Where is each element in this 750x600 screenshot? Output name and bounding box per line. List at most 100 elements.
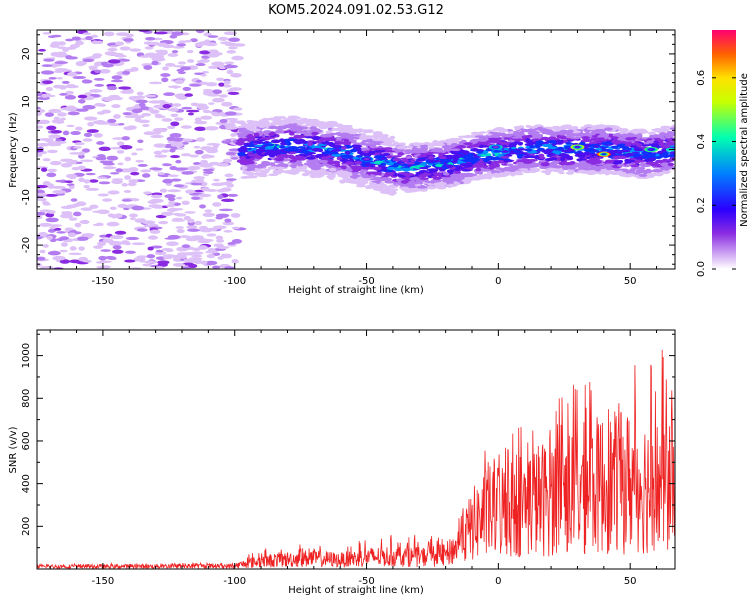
heatmap-cell [596, 171, 606, 175]
heatmap-cell [514, 127, 521, 131]
heatmap-cell [560, 149, 572, 153]
heatmap-cell [213, 243, 224, 248]
heatmap-cell [103, 166, 117, 170]
heatmap-cell [74, 142, 85, 146]
heatmap-cell [579, 165, 590, 169]
heatmap-cell [403, 149, 415, 153]
colorbar-tick-label: 0.4 [696, 134, 707, 150]
heatmap-cell [98, 181, 111, 185]
heatmap-cell [62, 211, 73, 216]
heatmap-cell [42, 32, 52, 35]
heatmap-cell [230, 133, 237, 137]
heatmap-cell [601, 141, 613, 145]
heatmap-cell [80, 207, 93, 211]
heatmap-cell [516, 138, 526, 141]
heatmap-cell [154, 154, 168, 158]
heatmap-cell [47, 168, 58, 173]
heatmap-cell [537, 128, 548, 131]
heatmap-cell [480, 154, 488, 157]
heatmap-cell [230, 213, 241, 218]
heatmap-cell [172, 45, 185, 49]
heatmap-cell [94, 83, 105, 87]
heatmap-cell [419, 177, 429, 180]
y-tick-label: 0 [21, 146, 32, 152]
heatmap-cell [172, 167, 186, 171]
heatmap-cell [196, 30, 205, 34]
heatmap-cell [291, 116, 297, 121]
heatmap-cell [87, 121, 95, 127]
heatmap-cell [128, 179, 139, 184]
heatmap-cell [161, 247, 173, 251]
heatmap-cell [69, 152, 82, 155]
heatmap-cell [78, 177, 85, 183]
heatmap-cell [239, 162, 250, 165]
heatmap-cell [312, 159, 321, 162]
heatmap-cell [82, 138, 93, 142]
heatmap-cell [166, 208, 175, 212]
heatmap-cell [351, 130, 358, 135]
heatmap-cell [443, 147, 452, 152]
heatmap-cell [53, 70, 63, 74]
heatmap-cell [308, 165, 318, 168]
heatmap-cell [174, 79, 185, 85]
heatmap-cell [121, 199, 132, 202]
y-tick-label: -10 [21, 189, 32, 205]
colorbar-tick-label: 0.6 [696, 70, 707, 86]
heatmap-cell [612, 167, 621, 172]
heatmap-cell [652, 143, 660, 147]
heatmap-cell [419, 166, 429, 170]
heatmap-cell [110, 79, 124, 83]
heatmap-cell [472, 131, 484, 136]
heatmap-cell [208, 102, 215, 105]
heatmap-cell [216, 238, 225, 243]
heatmap-cell [92, 223, 104, 227]
heatmap-cell [456, 144, 466, 149]
heatmap-cell [161, 118, 173, 122]
heatmap-cell [82, 32, 92, 36]
heatmap-cell [550, 160, 561, 165]
heatmap-cell [225, 151, 237, 156]
heatmap-cell [96, 111, 105, 115]
heatmap-cell [566, 157, 574, 160]
heatmap-cell [535, 140, 544, 144]
heatmap-cell [231, 55, 244, 61]
colorbar-gradient [712, 30, 736, 269]
heatmap-cell [464, 165, 472, 168]
heatmap-cell [581, 138, 592, 143]
heatmap-cell [230, 72, 242, 78]
heatmap-cell [541, 143, 553, 148]
heatmap-cell [571, 165, 578, 168]
heatmap-cell [106, 155, 119, 161]
heatmap-cell [566, 165, 574, 170]
heatmap-cell [492, 140, 500, 144]
heatmap-cell [111, 179, 124, 184]
heatmap-cell [202, 173, 210, 177]
heatmap-cell [244, 164, 255, 167]
heatmap-cell [54, 61, 69, 65]
heatmap-cell [109, 206, 117, 210]
heatmap-cell [392, 181, 401, 185]
heatmap-cell [382, 137, 394, 141]
heatmap-cell [301, 119, 312, 124]
heatmap-cell [137, 119, 150, 124]
heatmap-cell [325, 130, 333, 134]
heatmap-cell [109, 147, 122, 150]
heatmap-cell [212, 144, 220, 149]
heatmap-cell [415, 171, 425, 175]
heatmap-cell [331, 153, 342, 157]
heatmap-cell [93, 245, 103, 249]
heatmap-cell [111, 249, 124, 254]
heatmap-cell [289, 159, 297, 163]
heatmap-cell [187, 59, 195, 63]
x-tick-label: -50 [358, 276, 374, 287]
heatmap-cell [114, 230, 127, 235]
heatmap-cell [334, 162, 341, 168]
heatmap-cell [66, 183, 75, 186]
heatmap-cell [70, 130, 81, 136]
heatmap-cell [638, 173, 648, 177]
heatmap-cell [135, 99, 148, 104]
heatmap-cell [589, 141, 598, 145]
heatmap-cell [136, 228, 146, 232]
heatmap-cell [474, 135, 486, 138]
